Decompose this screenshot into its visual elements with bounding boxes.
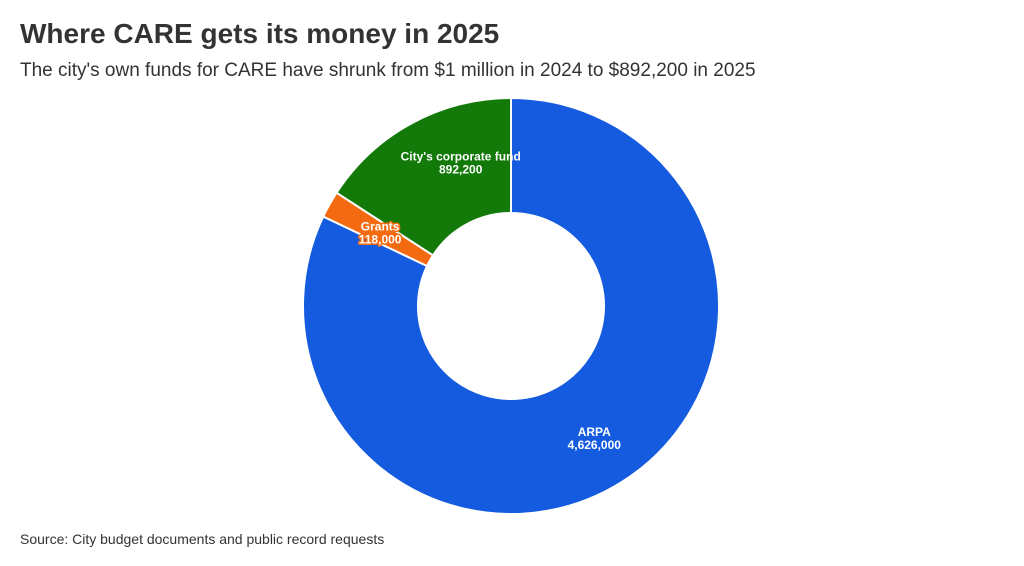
slice-value: 892,200: [439, 163, 483, 177]
slice-label-1: Grants 118,000: [359, 220, 402, 247]
source-note: Source: City budget documents and public…: [20, 531, 385, 547]
slice-name: Grants: [361, 220, 400, 234]
slice-arpa: [302, 96, 720, 515]
donut-slices: [302, 96, 720, 515]
chart-subtitle: The city's own funds for CARE have shrun…: [20, 60, 756, 81]
slice-city-s-corporate-fund: [335, 96, 512, 257]
slice-label-2: City's corporate fund 892,200: [401, 150, 521, 177]
chart-title: Where CARE gets its money in 2025: [20, 18, 500, 49]
slice-value: 4,626,000: [568, 438, 622, 452]
slice-name: City's corporate fund: [401, 150, 521, 164]
slice-name: ARPA: [578, 425, 611, 439]
slice-value: 118,000: [359, 233, 402, 247]
slice-label-0: ARPA 4,626,000: [568, 425, 622, 452]
slice-labels: ARPA 4,626,000 Grants 118,000 City's corpora…: [357, 150, 622, 452]
